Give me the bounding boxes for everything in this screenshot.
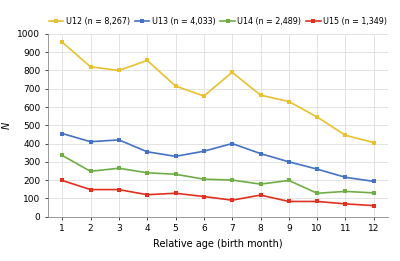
- U15 (n = 1,349): [286, 200, 291, 203]
- U12 (n = 8,267): [173, 85, 178, 88]
- Line: U12 (n = 8,267): U12 (n = 8,267): [60, 40, 376, 145]
- U13 (n = 4,033): [372, 180, 376, 183]
- U14 (n = 2,489): [145, 171, 150, 174]
- U15 (n = 1,349): [60, 179, 64, 182]
- U14 (n = 2,489): [88, 170, 93, 173]
- U14 (n = 2,489): [315, 192, 320, 195]
- U13 (n = 4,033): [116, 138, 121, 141]
- U14 (n = 2,489): [286, 179, 291, 182]
- U14 (n = 2,489): [343, 190, 348, 193]
- U13 (n = 4,033): [88, 140, 93, 143]
- U13 (n = 4,033): [145, 150, 150, 153]
- U13 (n = 4,033): [202, 150, 206, 153]
- U15 (n = 1,349): [230, 199, 234, 202]
- U12 (n = 8,267): [258, 93, 263, 97]
- U14 (n = 2,489): [372, 191, 376, 194]
- U15 (n = 1,349): [315, 200, 320, 203]
- U14 (n = 2,489): [116, 167, 121, 170]
- Y-axis label: N: N: [2, 122, 12, 129]
- U13 (n = 4,033): [286, 160, 291, 163]
- U14 (n = 2,489): [230, 179, 234, 182]
- U15 (n = 1,349): [343, 202, 348, 205]
- U15 (n = 1,349): [116, 188, 121, 191]
- U12 (n = 8,267): [60, 41, 64, 44]
- U12 (n = 8,267): [202, 94, 206, 98]
- U12 (n = 8,267): [116, 69, 121, 72]
- U13 (n = 4,033): [60, 132, 64, 135]
- U12 (n = 8,267): [88, 65, 93, 68]
- U12 (n = 8,267): [145, 59, 150, 62]
- U13 (n = 4,033): [230, 142, 234, 145]
- Line: U13 (n = 4,033): U13 (n = 4,033): [60, 131, 376, 184]
- U12 (n = 8,267): [343, 134, 348, 137]
- U15 (n = 1,349): [202, 195, 206, 198]
- Line: U14 (n = 2,489): U14 (n = 2,489): [60, 153, 376, 196]
- U13 (n = 4,033): [343, 176, 348, 179]
- U15 (n = 1,349): [173, 192, 178, 195]
- U13 (n = 4,033): [315, 168, 320, 171]
- U14 (n = 2,489): [202, 177, 206, 181]
- U15 (n = 1,349): [145, 193, 150, 196]
- U12 (n = 8,267): [286, 100, 291, 103]
- U12 (n = 8,267): [230, 71, 234, 74]
- U13 (n = 4,033): [173, 155, 178, 158]
- U15 (n = 1,349): [372, 204, 376, 207]
- Line: U15 (n = 1,349): U15 (n = 1,349): [60, 178, 376, 208]
- U14 (n = 2,489): [258, 182, 263, 186]
- U15 (n = 1,349): [258, 193, 263, 197]
- U14 (n = 2,489): [60, 154, 64, 157]
- U13 (n = 4,033): [258, 152, 263, 155]
- U14 (n = 2,489): [173, 173, 178, 176]
- U12 (n = 8,267): [372, 141, 376, 144]
- U15 (n = 1,349): [88, 188, 93, 191]
- U12 (n = 8,267): [315, 115, 320, 118]
- Legend: U12 (n = 8,267), U13 (n = 4,033), U14 (n = 2,489), U15 (n = 1,349): U12 (n = 8,267), U13 (n = 4,033), U14 (n…: [49, 17, 387, 26]
- X-axis label: Relative age (birth month): Relative age (birth month): [153, 239, 283, 249]
